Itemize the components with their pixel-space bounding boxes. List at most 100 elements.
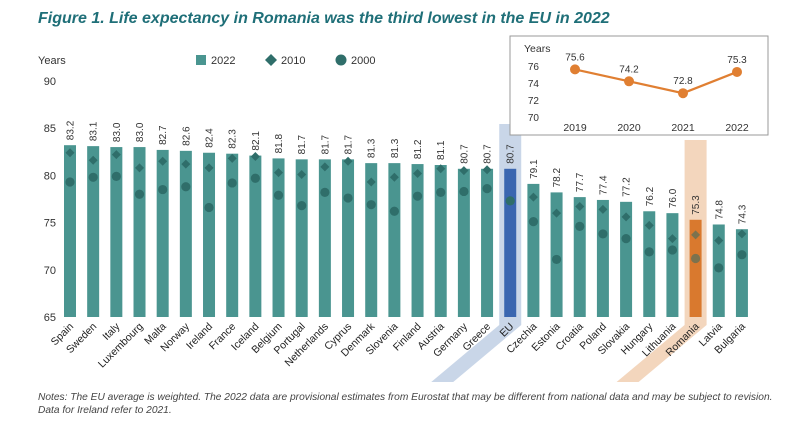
- bar-czechia: [527, 183, 540, 317]
- value-label-greece: 80.7: [483, 144, 494, 164]
- legend-swatch-2022: [196, 55, 206, 65]
- marker-2010-estonia: [552, 208, 562, 218]
- value-label-spain: 83.2: [66, 120, 77, 140]
- inset-x-tick-label: 2019: [563, 122, 587, 134]
- bar-italy: [110, 147, 123, 317]
- bar-slovakia: [620, 201, 633, 317]
- marker-2000-spain: [65, 177, 75, 187]
- value-label-norway: 82.6: [181, 126, 192, 146]
- value-label-denmark: 81.3: [367, 138, 378, 158]
- bar-germany: [457, 168, 470, 317]
- inset-y-tick-label: 72: [528, 96, 540, 107]
- bar-value-labels: 83.2 83.1 83.0 83.0 82.7 82.6 82.4 82.3 82.1 81.8…: [66, 120, 749, 224]
- bar-iceland: [249, 155, 262, 317]
- marker-2010-denmark: [366, 177, 376, 187]
- inset-x-tick-label: 2022: [725, 122, 749, 134]
- inset-value-label-2022: 75.3: [727, 55, 747, 66]
- value-label-luxembourg: 83.0: [135, 122, 146, 142]
- value-label-croatia: 77.7: [575, 172, 586, 192]
- marker-2000-malta: [158, 184, 168, 195]
- marker-2000-poland: [598, 229, 608, 239]
- marker-2000-lithuania: [667, 245, 678, 255]
- marker-2010-finland: [413, 169, 423, 179]
- bar-hungary: [643, 211, 656, 317]
- bar-netherlands: [318, 159, 331, 317]
- bar-austria: [434, 165, 447, 317]
- y-tick-label: 85: [44, 123, 56, 135]
- marker-2010-poland: [598, 204, 608, 214]
- bar-ireland: [203, 152, 216, 317]
- value-label-slovenia: 81.3: [390, 138, 401, 158]
- y-axis-title: Years: [38, 55, 66, 67]
- value-label-austria: 81.1: [436, 140, 447, 160]
- value-label-latvia: 74.8: [714, 200, 725, 220]
- marker-2010-iceland: [250, 152, 260, 162]
- value-label-malta: 82.7: [158, 125, 169, 145]
- legend-label-2000: 2000: [351, 55, 375, 67]
- bar-cyprus: [342, 159, 355, 317]
- marker-2010-austria: [436, 164, 446, 174]
- marker-2010-czechia: [528, 192, 538, 202]
- value-label-germany: 80.7: [459, 144, 470, 164]
- inset-y-tick-label: 74: [528, 79, 540, 90]
- bar-france: [226, 153, 239, 317]
- y-tick-label: 70: [44, 265, 56, 277]
- marker-2000-france: [227, 178, 237, 188]
- bar-lithuania: [666, 213, 679, 317]
- bar-croatia: [573, 197, 586, 317]
- bar-norway: [179, 150, 192, 317]
- marker-2000-finland: [412, 191, 423, 201]
- inset-point-2020: [624, 76, 634, 87]
- bar-finland: [411, 164, 424, 317]
- romania-inset-chart: Years 70 72 74 76 75.6 2019 74.2 2020 72.8 2021 75.…: [509, 35, 769, 136]
- main-y-axis: Years 65 70 75 80 85 90: [38, 55, 66, 324]
- value-label-italy: 83.0: [112, 122, 123, 142]
- bar-poland: [596, 199, 609, 317]
- marker-2000-bulgaria: [737, 250, 747, 260]
- marker-2010-germany: [459, 166, 469, 176]
- marker-2000-iceland: [250, 173, 260, 183]
- y-tick-label: 90: [44, 76, 56, 88]
- highlight-band-romania: [616, 140, 707, 382]
- marker-2000-greece: [482, 184, 492, 194]
- marker-2000-romania: [690, 253, 701, 264]
- marker-2010-france: [227, 153, 237, 163]
- y-tick-label: 80: [44, 170, 56, 182]
- historic-markers: [65, 148, 747, 273]
- value-label-belgium: 81.8: [274, 134, 285, 154]
- bars-2022: [64, 145, 748, 317]
- highlight-band-eu: [431, 124, 522, 382]
- bar-bulgaria: [735, 229, 748, 317]
- marker-2000-sweden: [88, 172, 98, 182]
- marker-2000-austria: [436, 187, 446, 197]
- value-label-romania: 75.3: [691, 195, 702, 215]
- marker-2010-portugal: [297, 169, 307, 179]
- value-label-sweden: 83.1: [89, 121, 100, 141]
- marker-2010-latvia: [714, 236, 724, 246]
- marker-2000-italy: [111, 171, 121, 181]
- inset-y-tick-label: 76: [528, 62, 540, 73]
- inset-x-tick-label: 2020: [617, 122, 641, 134]
- inset-point-2019: [570, 64, 580, 75]
- marker-2000-belgium: [273, 190, 284, 200]
- bar-greece: [481, 168, 494, 317]
- value-label-estonia: 78.2: [552, 167, 563, 187]
- value-label-iceland: 82.1: [251, 131, 262, 151]
- marker-2010-italy: [111, 150, 121, 160]
- value-label-poland: 77.4: [598, 175, 609, 195]
- value-label-cyprus: 81.7: [344, 134, 355, 154]
- value-label-france: 82.3: [228, 129, 239, 149]
- marker-2010-cyprus: [343, 156, 353, 166]
- value-label-bulgaria: 74.3: [737, 204, 748, 224]
- marker-2000-germany: [459, 186, 469, 197]
- bar-belgium: [272, 158, 285, 317]
- marker-2000-slovenia: [389, 206, 399, 216]
- inset-y-tick-label: 70: [528, 113, 540, 124]
- marker-2010-belgium: [274, 168, 284, 178]
- legend-label-2022: 2022: [211, 55, 235, 67]
- legend-label-2010: 2010: [281, 55, 305, 67]
- inset-y-axis-title: Years: [524, 43, 550, 55]
- value-label-czechia: 79.1: [529, 159, 540, 179]
- bar-malta: [156, 149, 169, 317]
